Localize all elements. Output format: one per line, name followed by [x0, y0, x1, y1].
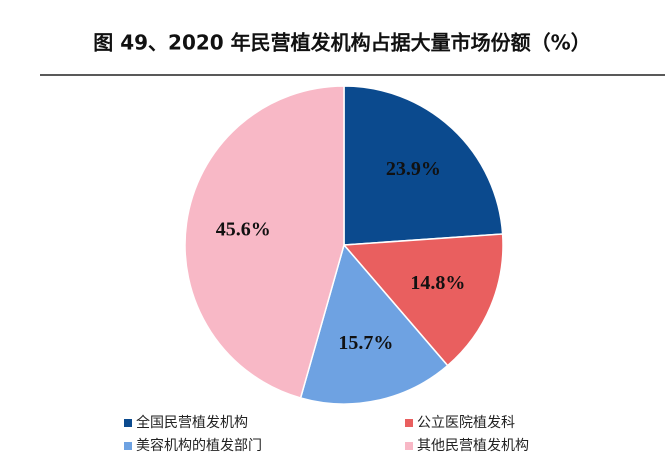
legend-swatch: [405, 419, 413, 427]
legend-label: 公立医院植发科: [417, 415, 515, 431]
pie-slice: [342, 233, 504, 367]
pie-slice: [343, 85, 504, 246]
pie-slice: [299, 243, 449, 405]
legend-label: 其他民营植发机构: [417, 438, 529, 454]
legend-swatch: [405, 442, 413, 450]
chart-title: 图 49、2020 年民营植发机构占据大量市场份额（%）: [93, 31, 590, 55]
value-label: 23.9%: [386, 158, 441, 180]
pie-slice: [184, 85, 345, 399]
legend-label: 全国民营植发机构: [136, 414, 248, 431]
legend-label: 美容机构的植发部门: [136, 437, 262, 454]
value-label: 45.6%: [216, 219, 271, 241]
legend-swatch: [124, 419, 132, 427]
value-label: 15.7%: [338, 332, 393, 354]
value-label: 14.8%: [410, 272, 465, 294]
legend-swatch: [124, 442, 132, 450]
